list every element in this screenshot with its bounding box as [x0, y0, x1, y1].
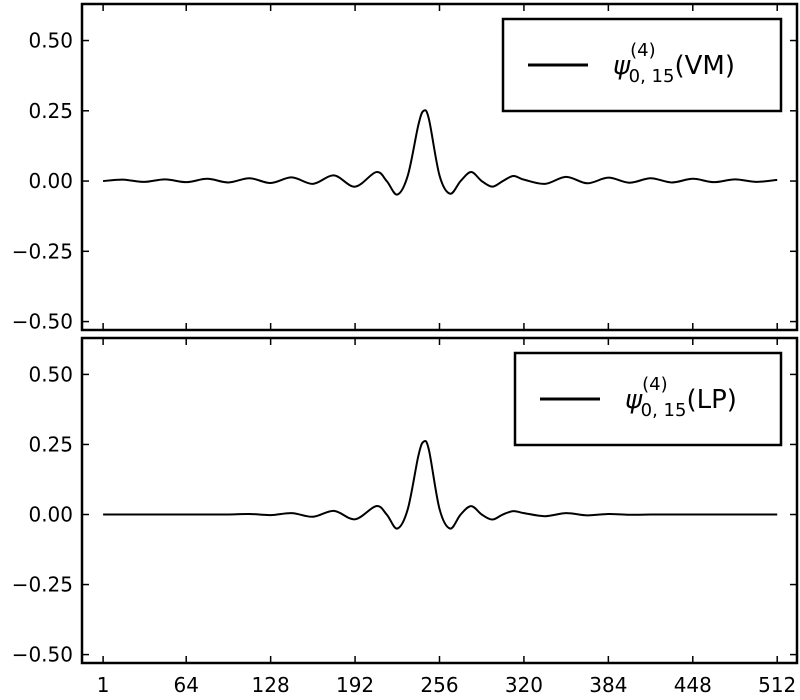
y-tick-label: 0.50: [28, 362, 73, 386]
x-tick-label: 64: [173, 673, 198, 697]
axes-frame: [80, 2, 799, 332]
legend-superscript: (4): [630, 40, 656, 61]
x-tick-label: 384: [589, 673, 627, 697]
axes-frame: [80, 336, 799, 665]
top-panel: 0.50 0.25 0.00 −0.25 −0.50 ψ(4) 0, 15(VM): [12, 2, 799, 334]
y-tick-label: −0.25: [12, 573, 73, 597]
x-tick-label: 448: [674, 673, 712, 697]
x-tick-label: 128: [252, 673, 290, 697]
series-line: [103, 109, 778, 196]
y-tick-label: 0.00: [28, 169, 73, 193]
legend-suffix: (LP): [686, 385, 736, 415]
y-tick-label: 0.00: [28, 503, 73, 527]
y-tick-label: 0.50: [28, 29, 73, 53]
legend-subscript: 0, 15: [641, 400, 687, 421]
y-tick-label: 0.25: [28, 432, 73, 456]
y-tick-label: −0.25: [12, 239, 73, 263]
legend-label: ψ(4) 0, 15(LP): [625, 374, 737, 421]
series-line: [103, 439, 778, 530]
x-tick-label: 192: [336, 673, 374, 697]
legend-subscript: 0, 15: [629, 66, 675, 87]
x-tick-label: 320: [505, 673, 543, 697]
y-tick-label: −0.50: [12, 310, 73, 334]
y-tick-label: 0.25: [28, 99, 73, 123]
bottom-panel: 0.50 0.25 0.00 −0.25 −0.50 1 64 128 192 256 320 384…: [12, 336, 799, 697]
x-tick-label: 512: [758, 673, 796, 697]
legend: ψ(4) 0, 15(LP): [513, 351, 783, 447]
legend-symbol: ψ: [613, 51, 631, 81]
legend-suffix: (VM): [674, 51, 735, 81]
legend-symbol: ψ: [625, 385, 643, 415]
legend-superscript: (4): [642, 374, 668, 395]
legend-box: [501, 17, 783, 113]
legend-label: ψ(4) 0, 15(VM): [613, 40, 735, 87]
x-tick-label: 256: [420, 673, 458, 697]
y-tick-label: −0.50: [12, 643, 73, 667]
x-tick-label: 1: [97, 673, 110, 697]
legend: ψ(4) 0, 15(VM): [501, 17, 783, 113]
